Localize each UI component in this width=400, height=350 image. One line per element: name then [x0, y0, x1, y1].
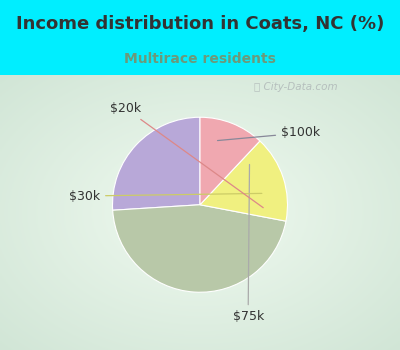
Wedge shape — [200, 117, 260, 205]
Text: $100k: $100k — [218, 126, 320, 141]
Text: $75k: $75k — [232, 164, 264, 323]
Wedge shape — [113, 205, 286, 292]
Text: Multirace residents: Multirace residents — [124, 52, 276, 66]
Wedge shape — [200, 141, 288, 221]
Text: Income distribution in Coats, NC (%): Income distribution in Coats, NC (%) — [16, 15, 384, 33]
Text: $20k: $20k — [110, 102, 263, 208]
Text: $30k: $30k — [69, 189, 262, 203]
Wedge shape — [112, 117, 200, 210]
Text: ⓘ City-Data.com: ⓘ City-Data.com — [254, 82, 338, 92]
